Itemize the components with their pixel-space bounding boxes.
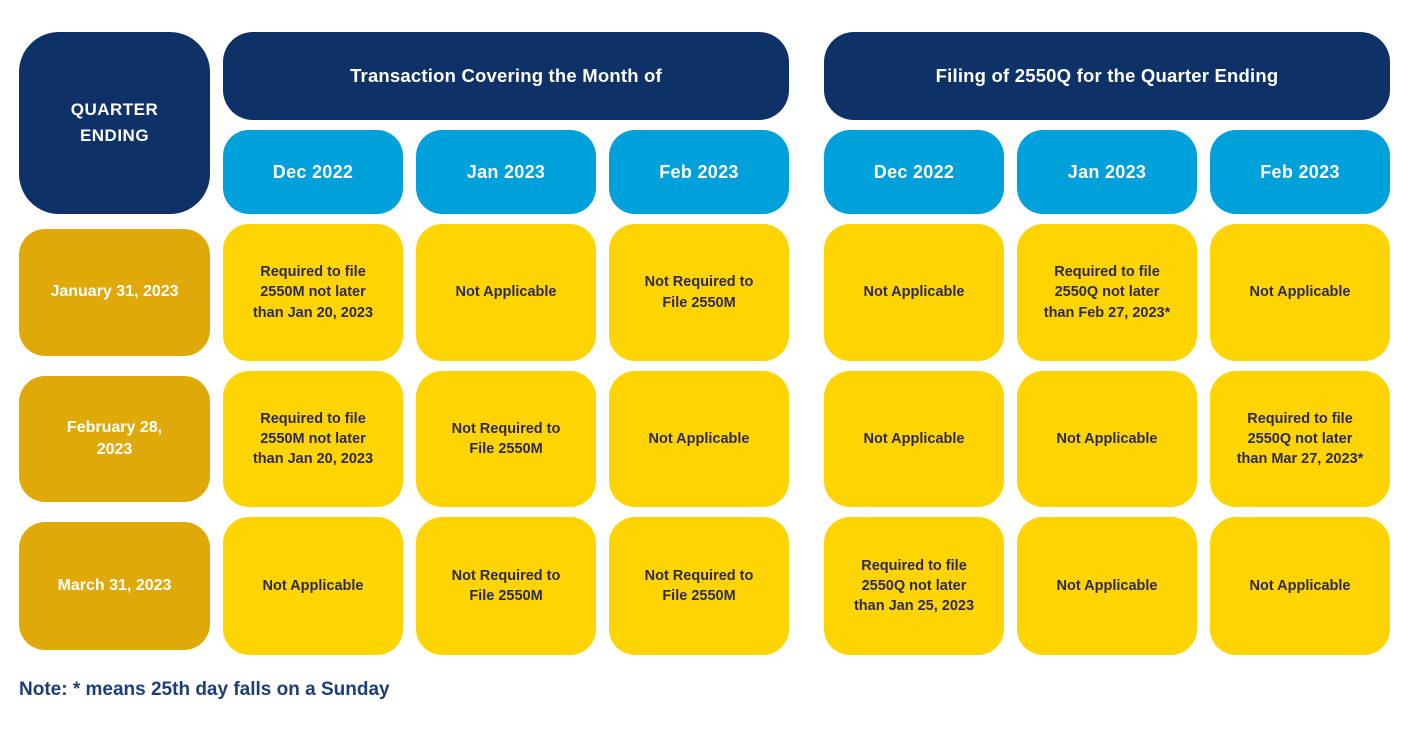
table-cell: Not Required to File 2550M xyxy=(609,224,789,361)
table-cell: Required to file 2550M not later than Ja… xyxy=(223,371,403,507)
month-header-transactions-jan-2023: Jan 2023 xyxy=(416,130,596,214)
table-cell: Not Applicable xyxy=(1017,371,1197,507)
table-cell: Not Applicable xyxy=(1210,224,1390,361)
table-cell: Not Applicable xyxy=(416,224,596,361)
table-cell: Required to file 2550Q not later than Ma… xyxy=(1210,371,1390,507)
table-cell: Not Required to File 2550M xyxy=(609,517,789,655)
row-label-february-28-2023: February 28, 2023 xyxy=(19,376,210,502)
row-label-march-31-2023: March 31, 2023 xyxy=(19,522,210,650)
table-grid: QUARTER ENDING Transaction Covering the … xyxy=(19,32,1390,655)
table-cell: Not Applicable xyxy=(824,224,1004,361)
group-header-transactions: Transaction Covering the Month of xyxy=(223,32,789,120)
table-cell: Required to file 2550Q not later than Ja… xyxy=(824,517,1004,655)
table-cell: Not Required to File 2550M xyxy=(416,371,596,507)
group-header-filing: Filing of 2550Q for the Quarter Ending xyxy=(824,32,1390,120)
filing-deadlines-table: QUARTER ENDING Transaction Covering the … xyxy=(19,32,1390,700)
table-cell: Required to file 2550Q not later than Fe… xyxy=(1017,224,1197,361)
footnote: Note: * means 25th day falls on a Sunday xyxy=(19,679,390,700)
month-header-filing-jan-2023: Jan 2023 xyxy=(1017,130,1197,214)
month-header-filing-feb-2023: Feb 2023 xyxy=(1210,130,1390,214)
table-cell: Not Required to File 2550M xyxy=(416,517,596,655)
month-header-filing-dec-2022: Dec 2022 xyxy=(824,130,1004,214)
table-cell: Required to file 2550M not later than Ja… xyxy=(223,224,403,361)
table-cell: Not Applicable xyxy=(824,371,1004,507)
month-header-transactions-dec-2022: Dec 2022 xyxy=(223,130,403,214)
corner-header-quarter-ending: QUARTER ENDING xyxy=(19,32,210,214)
table-cell: Not Applicable xyxy=(223,517,403,655)
table-cell: Not Applicable xyxy=(609,371,789,507)
table-cell: Not Applicable xyxy=(1017,517,1197,655)
month-header-transactions-feb-2023: Feb 2023 xyxy=(609,130,789,214)
row-label-january-31-2023: January 31, 2023 xyxy=(19,229,210,356)
table-cell: Not Applicable xyxy=(1210,517,1390,655)
